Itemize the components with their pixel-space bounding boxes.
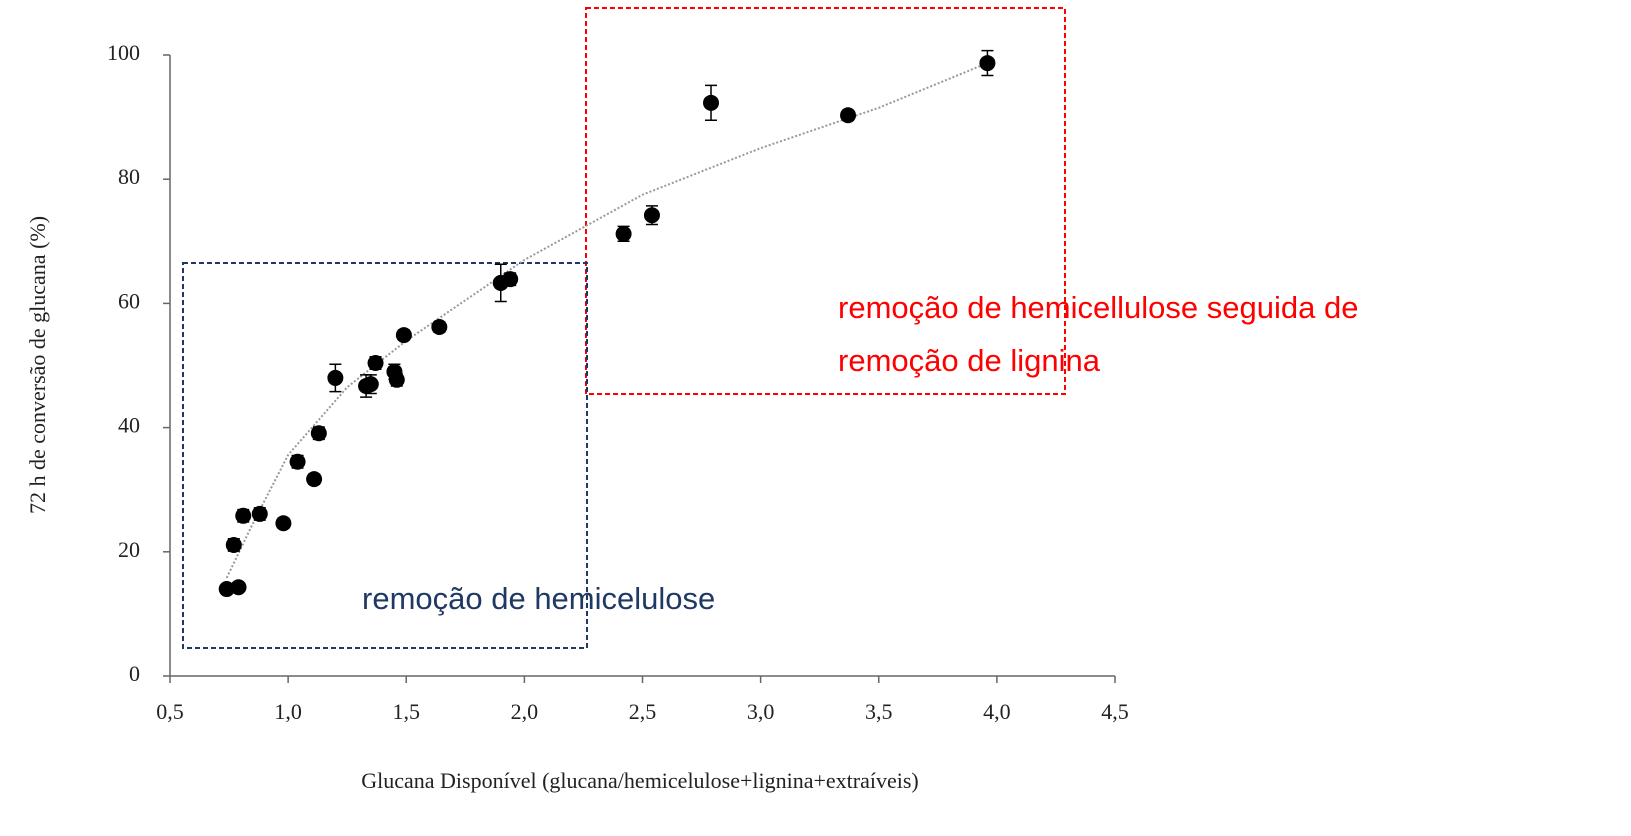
x-tick-label: 2,5 bbox=[629, 699, 657, 724]
data-point bbox=[643, 207, 660, 224]
x-tick-label: 4,5 bbox=[1101, 699, 1129, 724]
data-point bbox=[218, 581, 235, 598]
data-point bbox=[306, 471, 323, 488]
annotation-text: remoção de hemicellulose seguida de bbox=[838, 290, 1358, 325]
annotation-text: remoção de hemicelulose bbox=[362, 581, 715, 616]
annotation-box bbox=[585, 7, 1066, 395]
x-tick-label: 4,0 bbox=[983, 699, 1011, 724]
annotation-text: remoção de lignina bbox=[838, 343, 1101, 378]
data-point bbox=[230, 579, 247, 596]
data-point bbox=[979, 55, 996, 72]
x-tick-label: 1,5 bbox=[393, 699, 421, 724]
data-point bbox=[225, 536, 242, 553]
data-point bbox=[615, 225, 632, 242]
x-tick-label: 1,0 bbox=[274, 699, 302, 724]
data-point bbox=[840, 107, 857, 124]
x-tick-label: 3,5 bbox=[865, 699, 893, 724]
y-tick-label: 0 bbox=[129, 661, 140, 686]
x-axis-label: Glucana Disponível (glucana/hemicelulose… bbox=[361, 768, 919, 793]
data-point bbox=[362, 376, 379, 393]
data-point bbox=[367, 355, 384, 372]
data-point bbox=[395, 327, 412, 344]
y-tick-label: 80 bbox=[118, 164, 140, 189]
y-axis-label: 72 h de conversão de glucana (%) bbox=[25, 216, 50, 514]
y-tick-label: 100 bbox=[107, 40, 140, 65]
data-point bbox=[703, 94, 720, 111]
trendline bbox=[225, 62, 988, 579]
annotation-box bbox=[182, 262, 588, 649]
data-point bbox=[251, 505, 268, 522]
y-tick-label: 60 bbox=[118, 288, 140, 313]
x-tick-label: 0,5 bbox=[156, 699, 184, 724]
data-point bbox=[327, 369, 344, 386]
x-tick-label: 3,0 bbox=[747, 699, 775, 724]
x-tick-label: 2,0 bbox=[511, 699, 539, 724]
data-point bbox=[388, 371, 405, 388]
data-point bbox=[502, 271, 519, 288]
y-tick-label: 20 bbox=[118, 537, 140, 562]
data-point bbox=[289, 453, 306, 470]
y-tick-label: 40 bbox=[118, 413, 140, 438]
data-point bbox=[310, 425, 327, 442]
data-point bbox=[235, 507, 252, 524]
data-point bbox=[431, 318, 448, 335]
data-point bbox=[275, 515, 292, 532]
